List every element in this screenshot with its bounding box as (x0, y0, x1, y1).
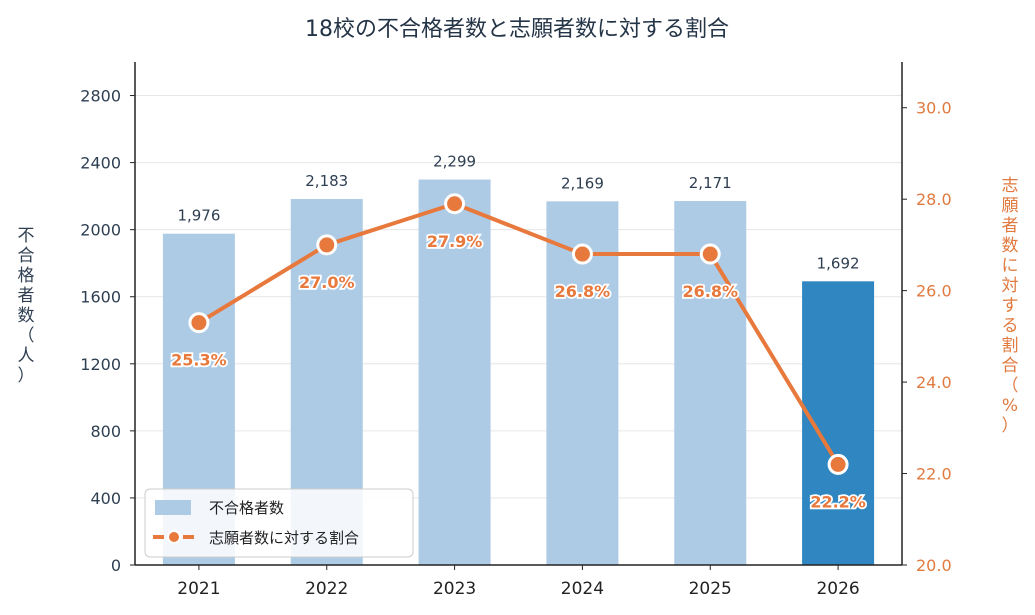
ratio-value-label: 22.2% (810, 492, 866, 511)
bar-value-label: 1,976 (177, 207, 220, 225)
left-tick-label: 1600 (80, 288, 121, 307)
left-tick-label: 1200 (80, 355, 121, 374)
ratio-point-2024 (571, 243, 593, 265)
right-tick-label: 28.0 (916, 190, 952, 209)
x-tick-label: 2025 (689, 579, 732, 599)
legend-box (144, 488, 414, 558)
right-tick-label: 26.0 (916, 282, 952, 301)
right-tick-label: 20.0 (916, 556, 952, 575)
legend-bar-label: 不合格者数 (209, 499, 284, 517)
x-tick-label: 2023 (433, 579, 476, 599)
bar-value-label: 1,692 (817, 254, 860, 272)
right-tick-label: 22.0 (916, 465, 952, 484)
ratio-point-2025 (699, 243, 721, 265)
legend-bar-swatch (155, 500, 191, 515)
ratio-value-label: 26.8% (682, 282, 738, 301)
bar-value-label: 2,169 (561, 174, 604, 192)
left-tick-label: 800 (90, 422, 121, 441)
ratio-point-2022 (316, 234, 338, 256)
x-tick-label: 2022 (305, 579, 348, 599)
ratio-value-label: 25.3% (171, 351, 227, 370)
axes-group: 0 400 800 1200 1600 2000 2400 2800 20.0 22.0 24.0 2… (18, 62, 1019, 599)
left-tick-label: 0 (111, 556, 121, 575)
line-series-group (188, 193, 849, 475)
bar-value-label: 2,299 (433, 153, 476, 171)
x-tick-label: 2026 (816, 579, 859, 599)
left-axis-title: 不合格者数（人） (18, 226, 35, 386)
ratio-point-2023 (444, 193, 466, 215)
ratio-value-label: 27.9% (427, 232, 483, 251)
data-labels-group: 1,976 2,183 2,299 2,169 2,171 1,692 25.3% 27.0%… (169, 153, 867, 514)
left-tick-label: 2800 (80, 87, 121, 106)
ratio-value-label: 27.0% (299, 273, 355, 292)
bar-2023 (418, 179, 491, 565)
ratio-point-2026 (827, 453, 849, 475)
ratio-point-2021 (188, 312, 210, 334)
right-axis-title: 志願者数に対する割合（%） (1002, 176, 1019, 436)
x-tick-label: 2024 (561, 579, 604, 599)
left-tick-label: 2000 (80, 221, 121, 240)
right-tick-label: 24.0 (916, 373, 952, 392)
ratio-line (197, 201, 840, 466)
legend-line-marker (167, 530, 181, 544)
gridlines (135, 95, 902, 499)
ratio-value-label: 26.8% (555, 282, 611, 301)
left-tick-label: 400 (90, 489, 121, 508)
bar-value-label: 2,171 (689, 174, 732, 192)
legend-line-label: 志願者数に対する割合 (209, 529, 359, 547)
left-tick-label: 2400 (80, 154, 121, 173)
x-tick-label: 2021 (177, 579, 220, 599)
bar-value-label: 2,183 (305, 172, 348, 190)
chart-title: 18校の不合格者数と志願者数に対する割合 (305, 17, 729, 42)
right-tick-label: 30.0 (916, 99, 952, 118)
